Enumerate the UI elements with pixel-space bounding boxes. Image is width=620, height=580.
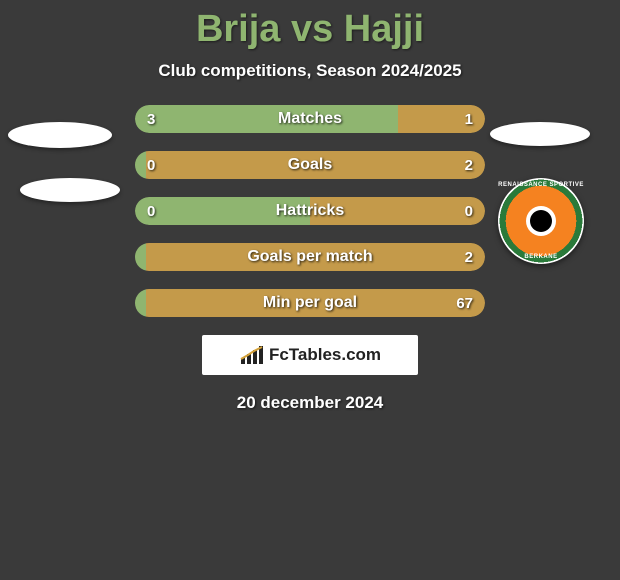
stat-label: Goals bbox=[135, 151, 485, 179]
date-text: 20 december 2024 bbox=[0, 393, 620, 413]
stat-row: 67Min per goal bbox=[135, 289, 485, 317]
right-player-badge-1 bbox=[490, 122, 590, 146]
page-title: Brija vs Hajji bbox=[0, 0, 620, 51]
stat-label: Min per goal bbox=[135, 289, 485, 317]
stat-label: Matches bbox=[135, 105, 485, 133]
club-text-top: RENAISSANCE SPORTIVE bbox=[498, 182, 584, 188]
bars-icon bbox=[239, 344, 265, 366]
stat-row: 31Matches bbox=[135, 105, 485, 133]
ellipse-icon bbox=[490, 122, 590, 146]
ball-icon bbox=[530, 210, 552, 232]
left-player-badge-2 bbox=[20, 178, 120, 202]
ellipse-icon bbox=[8, 122, 112, 148]
left-player-badge-1 bbox=[8, 122, 112, 148]
stat-row: 00Hattricks bbox=[135, 197, 485, 225]
club-text-bottom: BERKANE bbox=[498, 254, 584, 260]
ellipse-icon bbox=[20, 178, 120, 202]
club-crest-icon: RENAISSANCE SPORTIVE BERKANE bbox=[498, 178, 584, 264]
right-club-badge: RENAISSANCE SPORTIVE BERKANE bbox=[498, 178, 584, 264]
page-subtitle: Club competitions, Season 2024/2025 bbox=[0, 61, 620, 81]
watermark-text: FcTables.com bbox=[269, 345, 381, 365]
watermark: FcTables.com bbox=[202, 335, 418, 375]
stat-label: Hattricks bbox=[135, 197, 485, 225]
stat-row: 2Goals per match bbox=[135, 243, 485, 271]
stat-label: Goals per match bbox=[135, 243, 485, 271]
stat-row: 02Goals bbox=[135, 151, 485, 179]
